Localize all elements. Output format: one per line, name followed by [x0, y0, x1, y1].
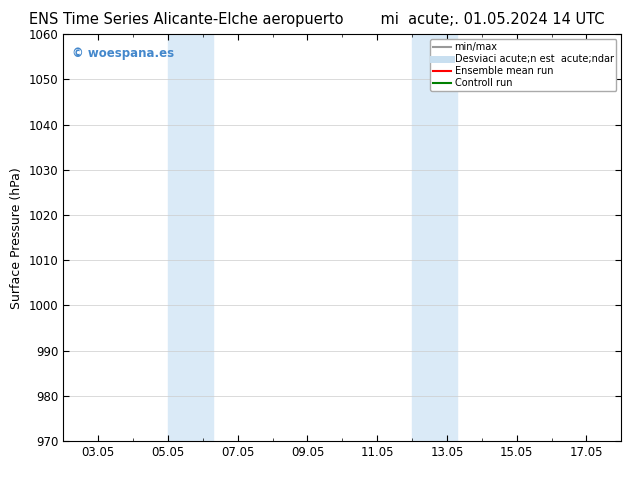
- Bar: [412, 34, 458, 441]
- Text: ENS Time Series Alicante-Elche aeropuerto        mi  acute;. 01.05.2024 14 UTC: ENS Time Series Alicante-Elche aeropuert…: [29, 12, 605, 27]
- Text: © woespana.es: © woespana.es: [72, 47, 174, 59]
- Bar: [168, 34, 213, 441]
- Y-axis label: Surface Pressure (hPa): Surface Pressure (hPa): [10, 167, 23, 309]
- Legend: min/max, Desviaci acute;n est  acute;ndar, Ensemble mean run, Controll run: min/max, Desviaci acute;n est acute;ndar…: [430, 39, 616, 91]
